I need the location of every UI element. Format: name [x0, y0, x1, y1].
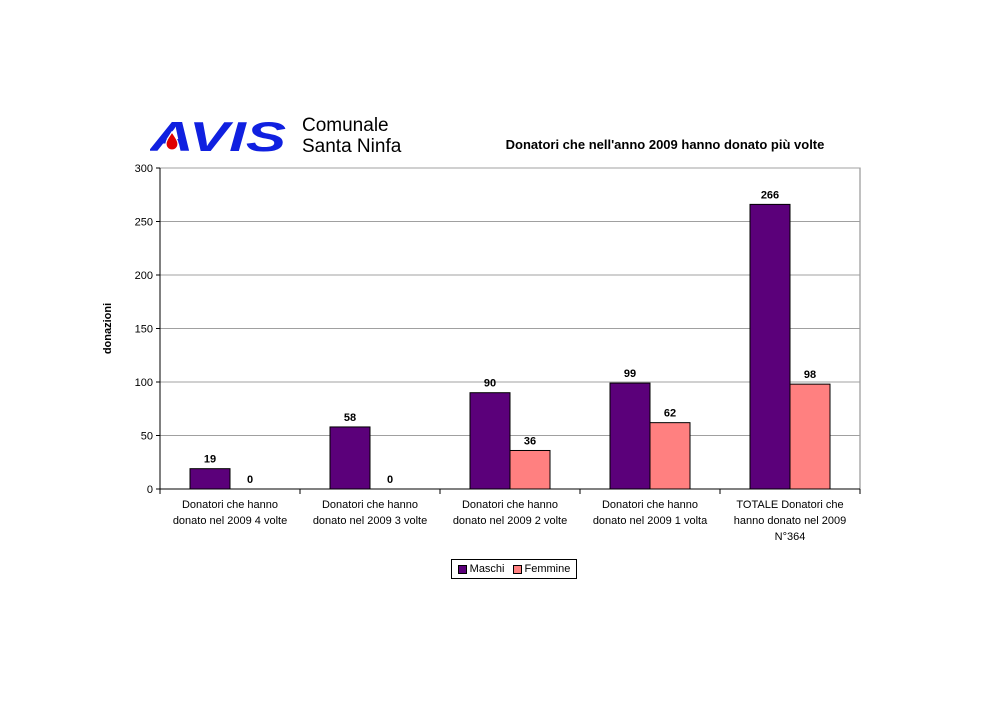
org-name-line2: Santa Ninfa	[302, 136, 402, 157]
legend-swatch-maschi	[457, 564, 467, 574]
data-label: 0	[387, 474, 393, 486]
bar-femmine	[649, 422, 691, 490]
y-tick-label: 0	[147, 484, 153, 496]
data-label: 0	[247, 474, 253, 486]
x-tick-label: donato nel 2009 4 volte	[173, 515, 287, 527]
bar-femmine	[789, 383, 831, 490]
x-tick-label: Donatori che hanno	[182, 499, 278, 511]
x-tick-label: Donatori che hanno	[322, 499, 418, 511]
data-label: 266	[761, 189, 779, 201]
data-label: 98	[804, 369, 816, 381]
bar-maschi	[609, 382, 651, 490]
data-label: 19	[204, 454, 216, 466]
x-tick-label: N°364	[775, 531, 806, 543]
x-tick-label: Donatori che hanno	[602, 499, 698, 511]
y-tick-label: 150	[135, 324, 153, 336]
org-name-line1: Comunale	[302, 115, 389, 136]
y-tick-label: 300	[135, 163, 153, 175]
data-label: 90	[484, 378, 496, 390]
avis-logo: AVIS	[150, 118, 286, 156]
x-tick-label: hanno donato nel 2009	[734, 515, 847, 527]
data-label: 99	[624, 368, 636, 380]
x-tick-label: donato nel 2009 2 volte	[453, 515, 567, 527]
legend-swatch-femmine	[512, 564, 522, 574]
y-tick-label: 50	[141, 431, 153, 443]
x-tick-label: donato nel 2009 3 volte	[313, 515, 427, 527]
bar-maschi	[469, 392, 511, 490]
legend-label-maschi: Maschi	[469, 563, 505, 575]
bar-maschi	[189, 468, 231, 490]
legend-item-femmine: Femmine	[512, 563, 571, 575]
data-label: 58	[344, 412, 356, 424]
y-tick-label: 100	[135, 377, 153, 389]
bar-maschi	[329, 426, 371, 490]
x-tick-label: Donatori che hanno	[462, 499, 558, 511]
y-tick-label: 200	[135, 270, 153, 282]
legend-item-maschi: Maschi	[457, 563, 505, 575]
bar-femmine	[509, 449, 551, 490]
y-axis-label: donazioni	[102, 303, 114, 354]
legend-label-femmine: Femmine	[524, 563, 571, 575]
bar-maschi	[749, 203, 791, 490]
x-tick-label: TOTALE Donatori che	[736, 499, 843, 511]
y-tick-label: 250	[135, 217, 153, 229]
data-label: 36	[524, 435, 536, 447]
data-label: 62	[664, 408, 676, 420]
x-tick-label: donato nel 2009 1 volta	[593, 515, 708, 527]
legend: Maschi Femmine	[451, 559, 577, 579]
chart-title: Donatori che nell'anno 2009 hanno donato…	[505, 137, 825, 152]
